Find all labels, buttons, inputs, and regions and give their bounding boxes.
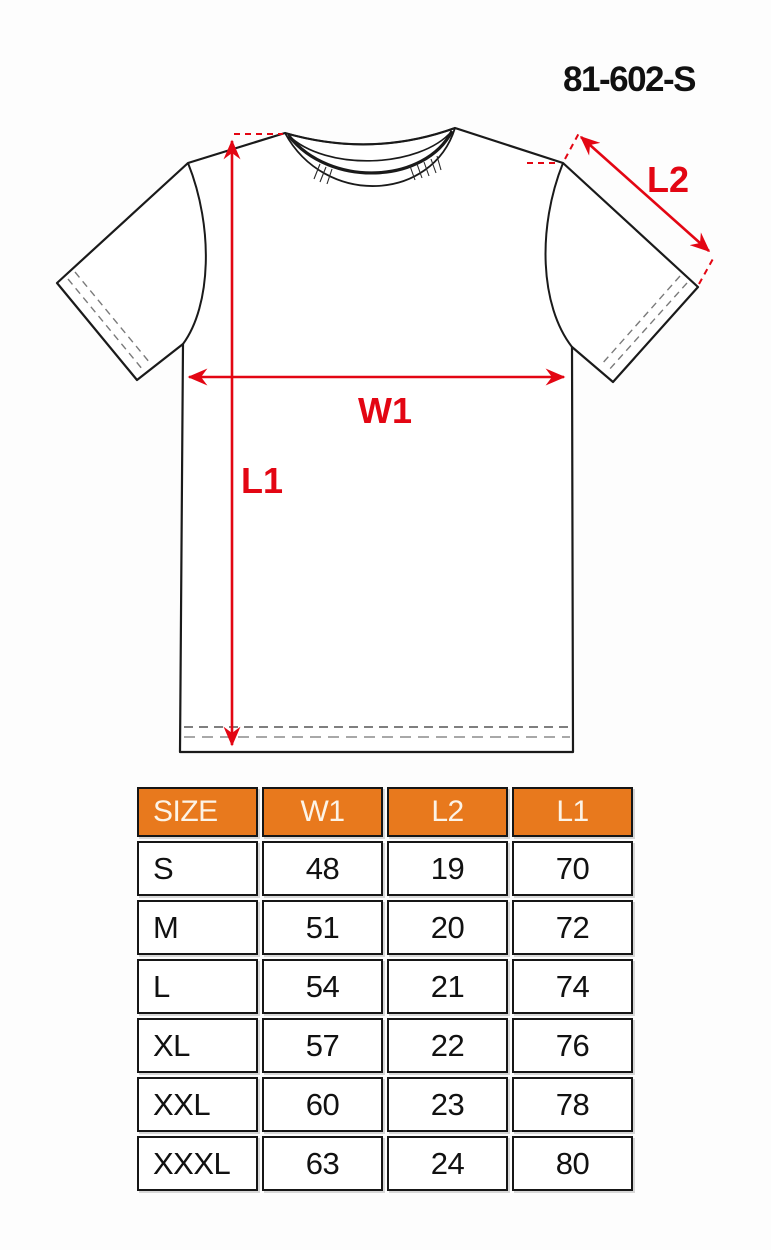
column-header-w1: W1	[262, 787, 383, 837]
product-code: 81-602-S	[563, 60, 696, 99]
tshirt-diagram: W1 L1 L2	[55, 126, 715, 754]
l2-cell: 24	[387, 1136, 508, 1191]
column-header-l1: L1	[512, 787, 633, 837]
table-row: XXL 60 23 78	[137, 1077, 633, 1132]
l2-extension-line-top	[564, 132, 580, 160]
measurement-guides	[234, 132, 715, 285]
collar	[284, 127, 456, 187]
l1-cell: 76	[512, 1018, 633, 1073]
l1-cell: 80	[512, 1136, 633, 1191]
column-header-l2: L2	[387, 787, 508, 837]
l1-cell: 70	[512, 841, 633, 896]
l1-label: L1	[241, 460, 283, 501]
l2-cell: 21	[387, 959, 508, 1014]
l1-cell: 78	[512, 1077, 633, 1132]
size-table: SIZE W1 L2 L1 S 48 19 70 M 51 20 72 L 54	[133, 783, 637, 1195]
collar-stitch-marks	[313, 155, 442, 185]
w1-cell: 57	[262, 1018, 383, 1073]
column-header-size: SIZE	[137, 787, 258, 837]
table-row: L 54 21 74	[137, 959, 633, 1014]
w1-cell: 48	[262, 841, 383, 896]
w1-cell: 63	[262, 1136, 383, 1191]
table-row: XXXL 63 24 80	[137, 1136, 633, 1191]
left-armhole-seam	[182, 162, 207, 345]
size-cell: XXXL	[137, 1136, 258, 1191]
table-row: S 48 19 70	[137, 841, 633, 896]
w1-cell: 54	[262, 959, 383, 1014]
right-armhole-seam	[544, 162, 573, 348]
right-sleeve-stitching	[600, 275, 688, 372]
hem-stitching	[184, 726, 570, 738]
l2-cell: 23	[387, 1077, 508, 1132]
size-table-header-row: SIZE W1 L2 L1	[137, 787, 633, 837]
tshirt-outline	[55, 126, 700, 754]
l2-cell: 22	[387, 1018, 508, 1073]
size-cell: M	[137, 900, 258, 955]
l2-arrow	[579, 136, 711, 252]
w1-label: W1	[358, 390, 412, 431]
left-sleeve-stitching	[67, 271, 151, 371]
l2-label: L2	[647, 159, 689, 200]
w1-cell: 51	[262, 900, 383, 955]
l2-cell: 20	[387, 900, 508, 955]
w1-cell: 60	[262, 1077, 383, 1132]
l1-cell: 72	[512, 900, 633, 955]
size-cell: XXL	[137, 1077, 258, 1132]
size-cell: S	[137, 841, 258, 896]
l1-cell: 74	[512, 959, 633, 1014]
size-cell: L	[137, 959, 258, 1014]
table-row: XL 57 22 76	[137, 1018, 633, 1073]
l2-cell: 19	[387, 841, 508, 896]
size-cell: XL	[137, 1018, 258, 1073]
table-row: M 51 20 72	[137, 900, 633, 955]
l2-extension-line-bottom	[698, 256, 715, 285]
